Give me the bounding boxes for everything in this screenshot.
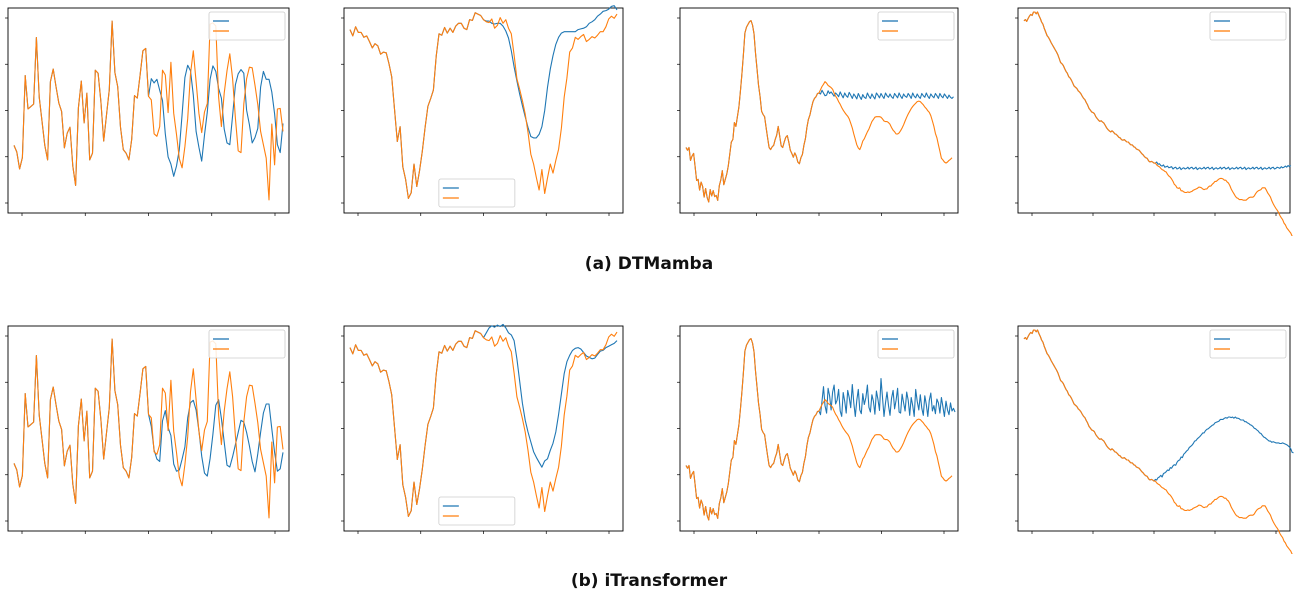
legend (1209, 11, 1287, 41)
prediction-series-line (13, 338, 284, 504)
legend (208, 11, 286, 41)
prediction-series-line (349, 5, 618, 199)
legend (438, 178, 516, 208)
ground-truth-series-line (13, 20, 284, 201)
ground-truth-series-line (13, 338, 284, 519)
ground-truth-series-line (349, 12, 618, 199)
ground-truth-series-line (1023, 329, 1293, 554)
row-a-chart-3 (677, 7, 959, 216)
ground-truth-series-line (685, 20, 953, 203)
prediction-series-line (13, 20, 284, 186)
ground-truth-series-line (349, 330, 618, 517)
row-b-chart-3 (677, 325, 959, 534)
legend (208, 329, 286, 359)
row-b-chart-1 (5, 325, 290, 534)
row-a-chart-1 (5, 7, 290, 216)
row-a-chart-2 (341, 5, 624, 216)
row-a-chart-4 (1015, 7, 1293, 236)
prediction-series-line (349, 323, 618, 517)
legend (438, 496, 516, 526)
ground-truth-series-line (685, 338, 953, 521)
caption-a: (a) DTMamba (584, 254, 714, 274)
caption-b: (b) iTransformer (570, 571, 728, 591)
ground-truth-series-line (1023, 11, 1293, 236)
legend (877, 11, 955, 41)
legend (877, 329, 955, 359)
row-b-chart-4 (1015, 325, 1294, 554)
legend (1209, 329, 1287, 359)
row-b-chart-2 (341, 323, 624, 534)
